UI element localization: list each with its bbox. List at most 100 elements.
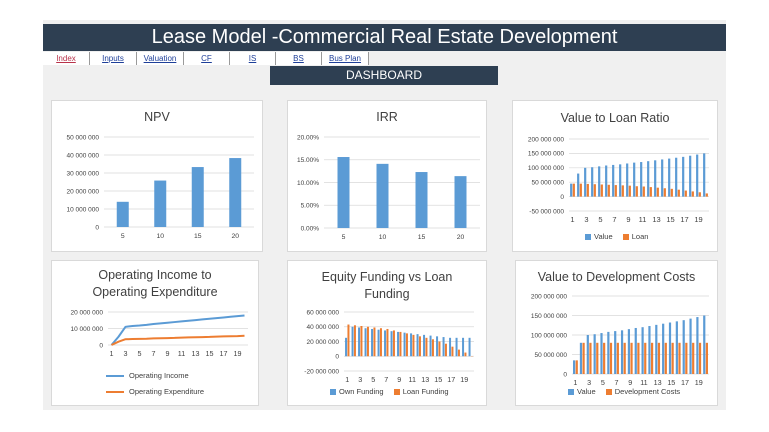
nav-link-bus-plan[interactable]: Bus Plan [322, 52, 369, 65]
loan-bar [684, 190, 687, 197]
value-bar [675, 321, 678, 374]
own-funding-bar [371, 328, 374, 357]
series-bar [376, 163, 389, 228]
value-to-loan-legend: Value Loan [585, 232, 648, 241]
y-tick-label: 50 000 000 [534, 352, 567, 359]
x-tick-label: 5 [138, 349, 142, 358]
x-tick-label: 17 [680, 215, 688, 224]
series-bar [337, 157, 350, 228]
legend-item-loan-funding: Loan Funding [393, 387, 449, 396]
x-tick-label: 13 [652, 215, 660, 224]
loan-funding-bar [360, 326, 363, 357]
x-tick-label: 15 [667, 378, 675, 387]
loan-bar [628, 185, 631, 197]
irr-chart-title: IRR [376, 110, 398, 124]
legend-item-value: Value [585, 232, 613, 241]
y-tick-label: 20.00% [297, 134, 319, 141]
value-bar [654, 160, 657, 197]
x-tick-label: 11 [640, 378, 647, 387]
loan-funding-bar [425, 337, 428, 357]
y-tick-label: 0 [563, 371, 567, 378]
loan-funding-bar [457, 349, 460, 357]
y-tick-label: 0 [95, 224, 99, 231]
value-bar [634, 327, 637, 374]
series-bar [229, 158, 242, 227]
series-bar [154, 180, 167, 227]
own-funding-bar [449, 337, 452, 357]
development-costs-bar [589, 342, 592, 374]
x-tick-label: 3 [584, 215, 588, 224]
series-bar [116, 201, 129, 227]
development-costs-bar [609, 342, 613, 374]
loan-funding-bar [418, 336, 421, 357]
development-costs-bar [582, 342, 585, 374]
value-bar [703, 153, 706, 197]
npv-chart-title: NPV [144, 110, 170, 124]
page-title: Lease Model -Commercial Real Estate Deve… [43, 24, 726, 51]
loan-bar [586, 183, 589, 197]
value-bar [586, 335, 589, 374]
legend-item-development-costs: Development Costs [605, 387, 680, 396]
x-tick-label: 7 [384, 375, 388, 384]
own-funding-bar [377, 329, 380, 357]
development-costs-bar [637, 342, 640, 374]
development-costs-bar [630, 342, 633, 374]
loan-funding-bar [412, 334, 415, 357]
own-funding-bar [358, 327, 361, 357]
series-bar [415, 172, 428, 228]
loan-funding-bar [444, 343, 447, 357]
x-tick-label: 3 [124, 349, 128, 358]
nav-link-cf[interactable]: CF [184, 52, 230, 65]
loan-bar [572, 183, 575, 197]
value-bar [689, 318, 692, 374]
value-bar [584, 167, 587, 197]
y-tick-label: 100 000 000 [528, 165, 565, 172]
y-tick-label: 0 [560, 194, 564, 201]
nav-link-bs[interactable]: BS [276, 52, 322, 65]
nav-link-is[interactable]: IS [230, 52, 276, 65]
loan-bar [670, 188, 673, 197]
value-to-loan-chart-title: Value to Loan Ratio [560, 111, 670, 125]
value-bar [607, 331, 610, 374]
value-to-dev-costs-legend: Value Development Costs [568, 387, 680, 396]
x-tick-label: 5 [601, 378, 605, 387]
x-tick-label: 19 [695, 378, 703, 387]
y-tick-label: 40 000 000 [306, 324, 339, 331]
loan-funding-bar [438, 341, 441, 357]
y-tick-label: 200 000 000 [528, 136, 565, 143]
value-bar [570, 183, 573, 197]
value-bar [661, 159, 664, 197]
y-tick-label: 0 [99, 342, 103, 349]
nav-link-valuation[interactable]: Valuation [137, 52, 184, 65]
x-tick-label: 20 [457, 234, 465, 241]
development-costs-bar [705, 342, 708, 374]
own-funding-bar [345, 337, 348, 357]
x-tick-label: 10 [156, 233, 164, 240]
nav-link-inputs[interactable]: Inputs [90, 52, 137, 65]
x-tick-label: 7 [615, 378, 619, 387]
legend-item-own-funding: Own Funding [330, 387, 384, 396]
loan-bar [663, 188, 666, 197]
x-tick-label: 11 [409, 375, 416, 384]
operating-expenditure-line [111, 334, 245, 346]
operating-income-chart-card: Operating Income to Operating Expenditur… [51, 260, 259, 406]
nav-link-index[interactable]: Index [43, 52, 90, 65]
own-funding-bar [364, 328, 367, 357]
series-bar [454, 176, 467, 228]
own-funding-bar [436, 336, 439, 357]
x-tick-label: 9 [628, 378, 632, 387]
development-costs-bar [698, 342, 702, 374]
loan-funding-bar [347, 324, 350, 357]
y-tick-label: 50 000 000 [66, 134, 99, 141]
npv-chart-card: NPV 0 10 000 000 20 000 000 30 000 000 40 00… [51, 100, 263, 252]
value-bar [662, 323, 665, 374]
loan-bar [593, 184, 596, 197]
own-funding-bar [403, 332, 406, 357]
value-bar [579, 342, 583, 374]
operating-income-legend-item: Operating Income [106, 371, 189, 380]
legend-item-loan: Loan [622, 232, 648, 241]
y-tick-label: -50 000 000 [529, 208, 564, 215]
value-bar [605, 165, 608, 197]
own-funding-bar [384, 330, 387, 357]
x-tick-label: 7 [152, 349, 156, 358]
